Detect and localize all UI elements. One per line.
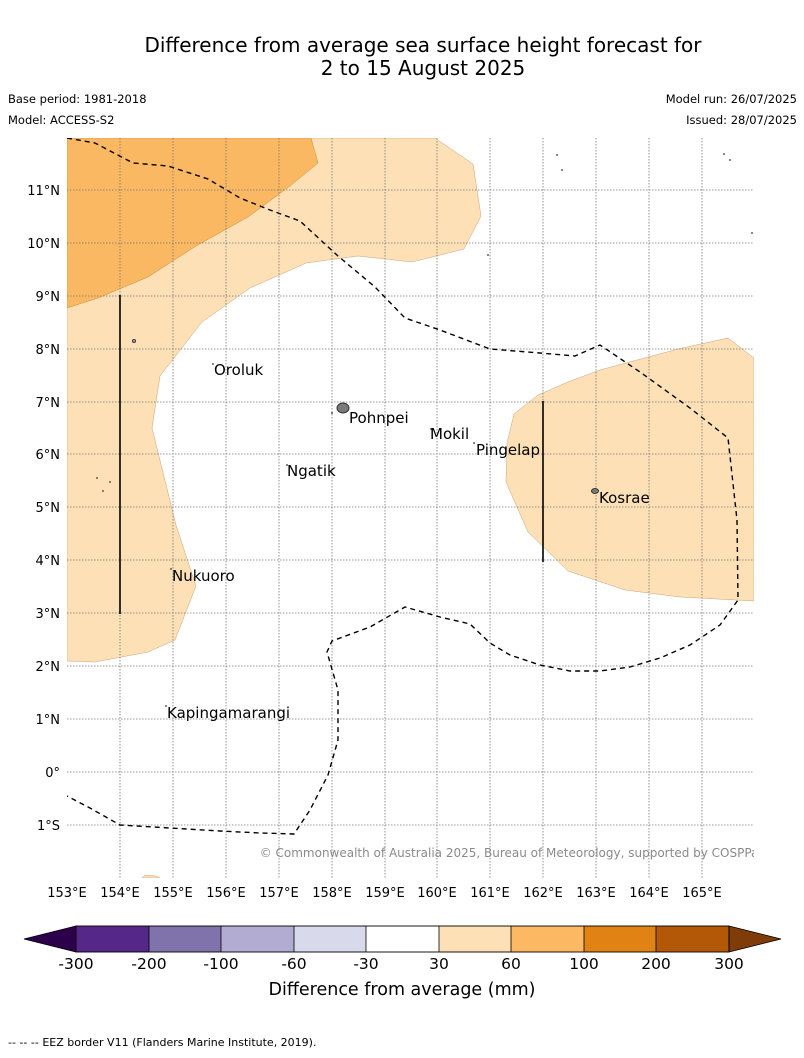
copyright-text: © Commonwealth of Australia 2025, Bureau… bbox=[260, 846, 765, 860]
lon-label: 154°E bbox=[100, 886, 140, 901]
island-marker bbox=[487, 254, 489, 256]
lat-label: 4°N bbox=[36, 554, 61, 569]
lat-label: 3°N bbox=[36, 607, 61, 622]
island-marker bbox=[102, 490, 104, 492]
colorbar-bin bbox=[656, 926, 729, 952]
chart-title-line1: Difference from average sea surface heig… bbox=[144, 33, 702, 57]
lon-label: 161°E bbox=[470, 886, 510, 901]
lat-label: 7°N bbox=[36, 396, 61, 411]
place-label-ngatik: Ngatik bbox=[287, 462, 336, 480]
model-run-text: Model run: 26/07/2025 bbox=[665, 92, 797, 106]
lon-label: 164°E bbox=[629, 886, 669, 901]
chart-title-line2: 2 to 15 August 2025 bbox=[320, 56, 526, 80]
place-label-pohnpei: Pohnpei bbox=[349, 409, 409, 427]
island-marker bbox=[556, 154, 558, 156]
place-label-pingelap: Pingelap bbox=[476, 441, 540, 459]
place-label-mokil: Mokil bbox=[430, 425, 469, 443]
colorbar-tick-label: -100 bbox=[203, 955, 238, 973]
lat-label: 5°N bbox=[36, 501, 61, 516]
colorbar-bin bbox=[76, 926, 149, 952]
anomaly-band-60-100 bbox=[67, 138, 319, 309]
model-text: Model: ACCESS-S2 bbox=[8, 113, 115, 127]
island-marker bbox=[286, 464, 288, 466]
lat-label: 1°N bbox=[36, 713, 61, 728]
lon-label: 163°E bbox=[576, 886, 616, 901]
colorbar-tick-label: 60 bbox=[501, 955, 521, 973]
colorbar-tick-label: 100 bbox=[569, 955, 599, 973]
colorbar-frame bbox=[75, 925, 730, 953]
island-marker bbox=[109, 481, 111, 483]
colorbar-bin bbox=[439, 926, 511, 952]
island-marker bbox=[561, 169, 563, 171]
island-marker bbox=[751, 232, 753, 234]
colorbar-tick-label: -200 bbox=[131, 955, 166, 973]
lat-label: 1°S bbox=[37, 819, 60, 834]
kosrae-island bbox=[591, 488, 599, 494]
lon-label: 159°E bbox=[365, 886, 405, 901]
lat-label: 0° bbox=[45, 766, 60, 781]
lon-label: 158°E bbox=[312, 886, 352, 901]
island-marker bbox=[473, 442, 475, 444]
lon-label: 162°E bbox=[523, 886, 563, 901]
island-marker bbox=[96, 477, 98, 479]
colorbar-bin bbox=[366, 926, 439, 952]
graticule bbox=[67, 138, 754, 878]
map-panel: Oroluk Pohnpei Mokil Pingelap Ngatik Kos… bbox=[67, 138, 765, 878]
colorbar-extend-low bbox=[23, 925, 77, 953]
anomaly-band-30-60-west bbox=[67, 138, 482, 663]
place-label-nukuoro: Nukuoro bbox=[172, 567, 235, 585]
island-marker bbox=[212, 363, 214, 365]
colorbar-bin bbox=[221, 926, 294, 952]
anomaly-band-30-60-east bbox=[505, 337, 754, 602]
base-period-text: Base period: 1981-2018 bbox=[8, 92, 147, 106]
colorbar-extend-high bbox=[728, 925, 782, 953]
lat-label: 8°N bbox=[36, 343, 61, 358]
anomaly-band-30-60-south bbox=[141, 874, 161, 878]
lat-label: 2°N bbox=[36, 660, 61, 675]
issued-text: Issued: 28/07/2025 bbox=[686, 113, 797, 127]
islands bbox=[96, 153, 753, 707]
lat-label: 6°N bbox=[36, 448, 61, 463]
colorbar: -300 -200 -100 -60 -30 30 60 100 200 300… bbox=[23, 925, 782, 1000]
island-marker bbox=[131, 338, 136, 343]
lon-label: 165°E bbox=[682, 886, 722, 901]
island-marker bbox=[723, 153, 725, 155]
eez-legend-symbol: -- -- -- bbox=[8, 1036, 39, 1049]
island-marker bbox=[165, 705, 167, 707]
lon-label: 156°E bbox=[206, 886, 246, 901]
colorbar-tick-label: -60 bbox=[281, 955, 306, 973]
island-marker bbox=[170, 568, 172, 570]
lon-label: 155°E bbox=[153, 886, 193, 901]
colorbar-bin bbox=[149, 926, 221, 952]
lon-label: 153°E bbox=[47, 886, 87, 901]
colorbar-tick-label: 30 bbox=[429, 955, 449, 973]
lon-label: 157°E bbox=[259, 886, 299, 901]
island-marker bbox=[430, 428, 432, 430]
eez-legend-text: EEZ border V11 (Flanders Marine Institut… bbox=[42, 1036, 317, 1049]
colorbar-tick-label: -30 bbox=[353, 955, 378, 973]
lat-label: 9°N bbox=[36, 290, 61, 305]
lat-label: 10°N bbox=[27, 237, 60, 252]
colorbar-bin bbox=[511, 926, 584, 952]
colorbar-tick-label: 300 bbox=[714, 955, 744, 973]
colorbar-bin bbox=[294, 926, 366, 952]
eez-legend: -- -- -- EEZ border V11 (Flanders Marine… bbox=[8, 1036, 316, 1049]
island-marker bbox=[729, 159, 731, 161]
colorbar-bin bbox=[584, 926, 656, 952]
colorbar-label: Difference from average (mm) bbox=[268, 980, 535, 1000]
place-label-kapingamarangi: Kapingamarangi bbox=[167, 704, 290, 722]
lon-label: 160°E bbox=[417, 886, 457, 901]
lat-label: 11°N bbox=[27, 184, 60, 199]
island-marker bbox=[331, 412, 333, 414]
pohnpei-island bbox=[336, 402, 350, 414]
colorbar-tick-label: -300 bbox=[58, 955, 93, 973]
colorbar-tick-label: 200 bbox=[641, 955, 671, 973]
place-label-kosrae: Kosrae bbox=[599, 489, 650, 507]
place-label-oroluk: Oroluk bbox=[214, 361, 263, 379]
